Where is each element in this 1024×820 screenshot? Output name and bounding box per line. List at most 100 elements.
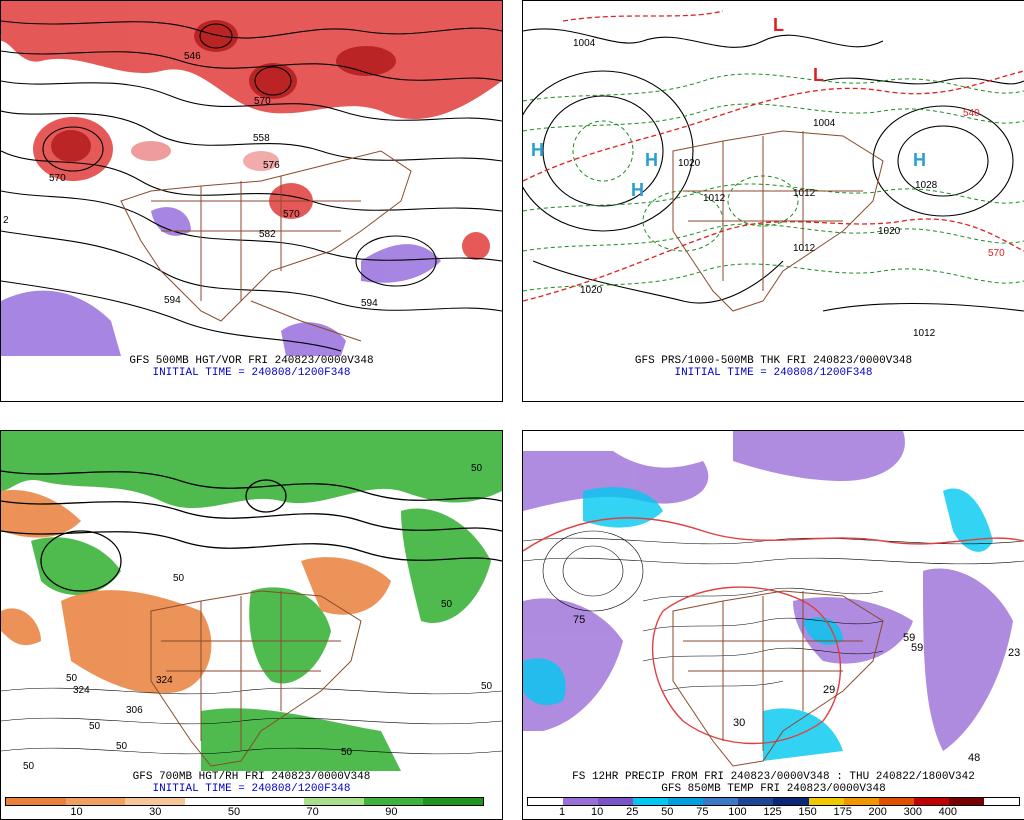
contour-label: 570 bbox=[283, 209, 300, 220]
negative-vorticity bbox=[1, 207, 441, 356]
colorbar-segment bbox=[668, 798, 704, 805]
rh-colorbar-ticks: 10 30 50 70 90 bbox=[5, 806, 482, 818]
contour-label: 50 bbox=[116, 741, 128, 752]
contour-label: 50 bbox=[173, 573, 185, 584]
colorbar-tick-label: 150 bbox=[798, 806, 817, 818]
contour-label: 576 bbox=[263, 160, 280, 171]
map-borders bbox=[672, 130, 884, 312]
colorbar-tick-label: 10 bbox=[70, 806, 83, 818]
high-marker: H bbox=[531, 140, 544, 160]
contour-labels: 1004 1020 1012 1012 1020 1004 1012 1020 … bbox=[573, 38, 1005, 339]
panel-700mb-hgt-rh: 50 50 50 50 50 50 324 324 306 50 50 50 G… bbox=[0, 430, 503, 820]
panel-caption: FS 12HR PRECIP FROM FRI 240823/0000V348 … bbox=[572, 771, 975, 783]
colorbar-segment bbox=[773, 798, 809, 805]
contour-label: 1012 bbox=[793, 243, 816, 254]
isobars bbox=[523, 28, 1024, 312]
contour-labels: 570 546 570 558 576 570 582 594 594 2 bbox=[3, 51, 378, 309]
contour-label: 50 bbox=[471, 463, 483, 474]
colorbar-tick-label: 75 bbox=[696, 806, 709, 818]
contour-label: 1004 bbox=[573, 38, 596, 49]
contour-label: 1028 bbox=[915, 180, 938, 191]
colorbar-segment bbox=[244, 798, 305, 805]
colorbar-segment bbox=[598, 798, 634, 805]
colorbar-segment bbox=[703, 798, 739, 805]
colorbar-tick-label: 90 bbox=[385, 806, 398, 818]
contour-label: 50 bbox=[341, 747, 353, 758]
colorbar-segment bbox=[423, 798, 483, 805]
colorbar-segment bbox=[65, 798, 126, 805]
contour-label: 546 bbox=[184, 51, 201, 62]
contour-label: 540 bbox=[963, 108, 980, 119]
height-contours bbox=[1, 20, 502, 352]
colorbar-segment bbox=[843, 798, 879, 805]
contour-label: 50 bbox=[89, 721, 101, 732]
colorbar-tick-label: 1 bbox=[559, 806, 566, 818]
colorbar-segment bbox=[304, 798, 364, 805]
contour-label: 50 bbox=[441, 599, 453, 610]
height-contours bbox=[1, 470, 502, 592]
colorbar-tick-label: 175 bbox=[833, 806, 852, 818]
map-borders bbox=[120, 150, 412, 342]
low-marker: L bbox=[813, 65, 824, 85]
rh-moist bbox=[1, 431, 502, 771]
contour-label: 75 bbox=[573, 614, 585, 626]
precip-light bbox=[523, 431, 1013, 751]
colorbar-tick-label: 125 bbox=[763, 806, 782, 818]
contour-label: 48 bbox=[968, 752, 980, 764]
colorbar-segment bbox=[528, 798, 564, 805]
colorbar-segment bbox=[983, 798, 1019, 805]
map-pressure: H H H H L L 1004 1020 1012 1012 1020 100… bbox=[523, 1, 1024, 356]
contour-labels: 75 59 59 23 48 29 30 bbox=[573, 614, 1020, 764]
colorbar-tick-label: 300 bbox=[903, 806, 922, 818]
colorbar-segment bbox=[878, 798, 914, 805]
high-marker: H bbox=[645, 150, 658, 170]
colorbar-tick-label: 70 bbox=[306, 806, 319, 818]
map-500mb: 570 546 570 558 576 570 582 594 594 2 bbox=[1, 1, 502, 356]
colorbar-segment bbox=[363, 798, 424, 805]
contour-label: 2 bbox=[3, 215, 9, 226]
contour-label: 594 bbox=[164, 295, 181, 306]
contour-label: 1012 bbox=[703, 193, 726, 204]
contour-label: 50 bbox=[23, 761, 35, 771]
colorbar-tick-label: 10 bbox=[591, 806, 604, 818]
contour-label: 23 bbox=[1008, 647, 1020, 659]
precip-colorbar bbox=[527, 797, 1020, 806]
panel-initial-time: INITIAL TIME = 240808/1200F348 bbox=[152, 367, 351, 379]
contour-label: 1020 bbox=[580, 285, 603, 296]
contour-label: 59 bbox=[903, 632, 915, 644]
panel-precip-850temp: 75 59 59 23 48 29 30 FS 12HR PRECIP FROM… bbox=[522, 430, 1024, 820]
precip-colorbar-ticks: 1 10 25 50 75 100 125 150 175 200 300 400 bbox=[527, 806, 1018, 818]
colorbar-tick-label: 25 bbox=[626, 806, 639, 818]
contour-label: 30 bbox=[733, 717, 745, 729]
high-marker: H bbox=[913, 150, 926, 170]
panel-prs-thickness: H H H H L L 1004 1020 1012 1012 1020 100… bbox=[522, 0, 1024, 402]
colorbar-segment bbox=[125, 798, 185, 805]
thickness-red bbox=[523, 10, 1024, 302]
contour-label: 1012 bbox=[913, 328, 936, 339]
colorbar-tick-label: 50 bbox=[661, 806, 674, 818]
contour-labels: 50 50 50 50 50 50 324 324 306 50 50 50 bbox=[23, 463, 493, 771]
contour-label: 50 bbox=[481, 681, 493, 692]
contour-label: 558 bbox=[253, 133, 270, 144]
map-700mb: 50 50 50 50 50 50 324 324 306 50 50 50 bbox=[1, 431, 502, 771]
panel-caption: GFS 700MB HGT/RH FRI 240823/0000V348 bbox=[132, 771, 371, 783]
panel-500mb-hgt-vor: 570 546 570 558 576 570 582 594 594 2 GF… bbox=[0, 0, 503, 402]
colorbar-tick-label: 30 bbox=[149, 806, 162, 818]
map-borders bbox=[672, 590, 884, 767]
colorbar-segment bbox=[184, 798, 245, 805]
rh-colorbar bbox=[5, 797, 484, 806]
rh-dry bbox=[1, 490, 391, 694]
contour-label: 582 bbox=[259, 229, 276, 240]
colorbar-tick-label: 100 bbox=[728, 806, 747, 818]
colorbar-segment bbox=[563, 798, 599, 805]
colorbar-segment bbox=[808, 798, 844, 805]
contour-label: 29 bbox=[823, 684, 835, 696]
contour-label: 306 bbox=[126, 705, 143, 716]
vorticity-darker bbox=[51, 20, 396, 162]
contour-label: 59 bbox=[911, 642, 923, 654]
colorbar-segment bbox=[948, 798, 984, 805]
colorbar-segment bbox=[913, 798, 949, 805]
panel-subcaption: GFS 850MB TEMP FRI 240823/0000V348 bbox=[661, 783, 886, 795]
colorbar-tick-label: 200 bbox=[868, 806, 887, 818]
contour-label: 1012 bbox=[793, 188, 816, 199]
